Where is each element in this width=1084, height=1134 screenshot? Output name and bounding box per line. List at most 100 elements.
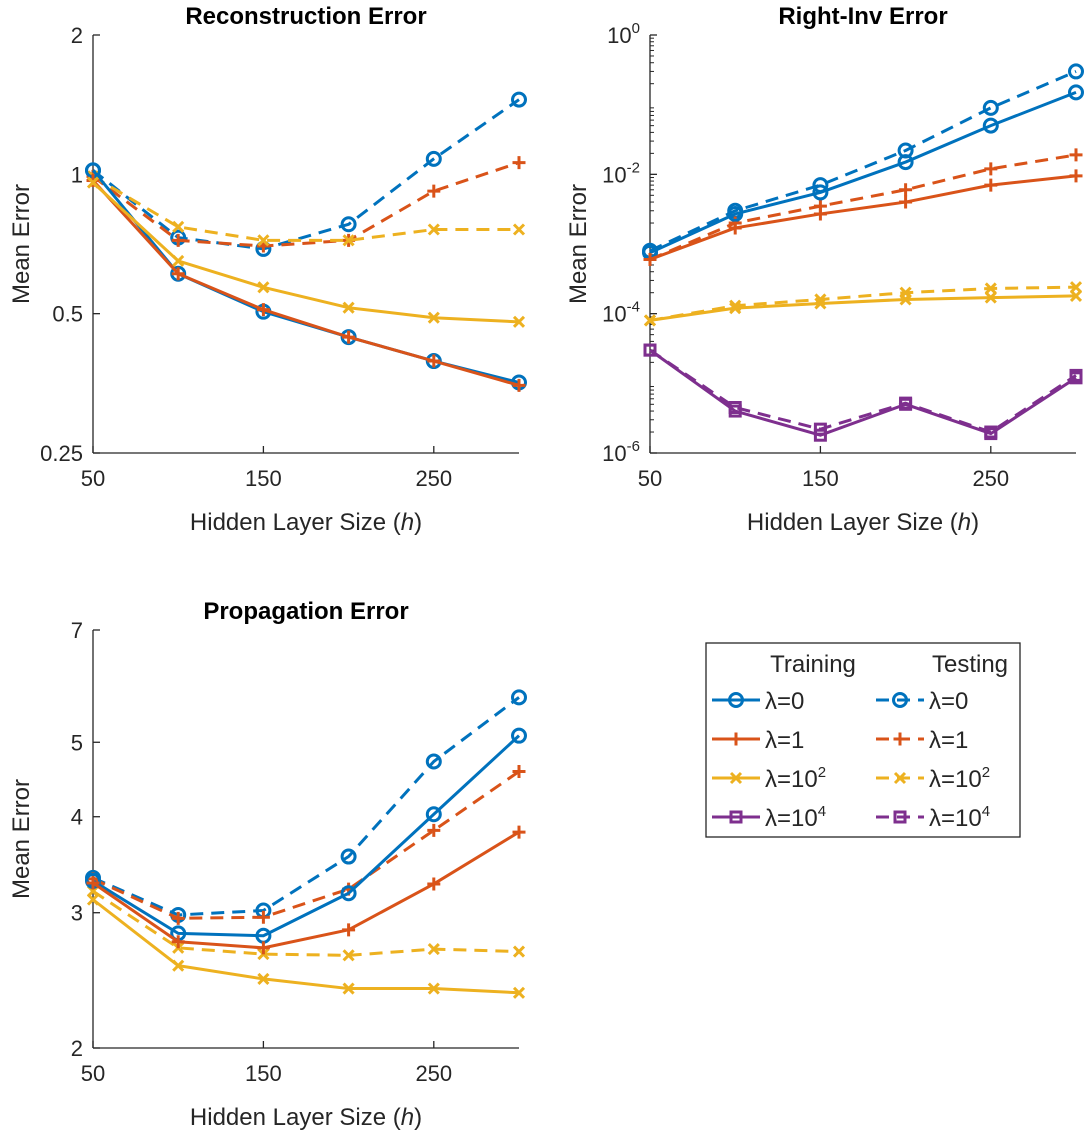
plus-marker (984, 178, 998, 192)
x-marker (257, 234, 270, 247)
circle-marker (812, 184, 829, 201)
series--10-testing (643, 343, 1083, 439)
plus-marker (256, 941, 270, 955)
series-line (92, 175, 519, 242)
chart-panel-1: 50 150 250 0.25 0.5 1 2 Reconstruction Error Hid… (8, 3, 527, 536)
plus-marker (171, 267, 185, 281)
legend-label: λ=104 (765, 803, 826, 832)
series--0-training (85, 162, 527, 391)
y-tick-label: 4 (71, 805, 83, 830)
x-tick-label: 50 (81, 466, 105, 491)
plus-marker (171, 911, 185, 925)
plus-marker (813, 207, 827, 221)
y-tick-label: 10-6 (602, 438, 640, 466)
series-line (649, 174, 1077, 261)
x-marker (814, 297, 827, 310)
x-marker (427, 982, 440, 995)
x-marker (512, 986, 526, 999)
x-marker (984, 291, 997, 304)
series-line (91, 169, 520, 384)
series--0-training (85, 727, 527, 944)
series-line (649, 91, 1077, 255)
plus-marker (899, 183, 913, 197)
x-marker (512, 945, 526, 958)
x-marker (427, 311, 440, 324)
series-line (649, 285, 1077, 322)
legend-label: λ=1 (929, 727, 968, 754)
square-marker (893, 810, 907, 824)
circle-marker (728, 692, 744, 708)
plus-marker (512, 825, 526, 839)
series--10-training (86, 176, 526, 328)
series--10-training (643, 289, 1083, 327)
series--1-training (86, 825, 526, 955)
y-tick-label: 3 (71, 901, 83, 926)
x-marker (172, 254, 185, 267)
circle-marker (340, 848, 357, 865)
plus-marker (899, 195, 913, 209)
legend-label: λ=0 (765, 688, 804, 715)
chart-title: Right-Inv Error (778, 3, 947, 30)
legend-header-training: Training (770, 651, 856, 678)
y-tick-label: 10-2 (602, 159, 640, 187)
legend-label: λ=0 (929, 688, 968, 715)
series-line (649, 153, 1077, 261)
x-marker (512, 315, 526, 328)
circle-marker (340, 216, 357, 233)
circle-marker (727, 205, 744, 222)
series-line (91, 179, 520, 387)
chart-panel-3: 50 150 250 2 3 4 5 7 Propagation Error Hidden Lay… (8, 598, 527, 1131)
y-tick-label: 7 (71, 618, 83, 643)
series--10-training (643, 343, 1083, 442)
x-marker (257, 972, 270, 985)
plus-marker (256, 303, 270, 317)
x-marker (86, 176, 100, 189)
series--0-testing (85, 689, 527, 923)
plus-marker (256, 910, 270, 924)
x-tick-label: 50 (81, 1061, 105, 1086)
y-axis-label: Mean Error (565, 184, 592, 304)
series--1-training (643, 169, 1083, 266)
y-tick-label: 0.25 (40, 441, 83, 466)
circle-marker (425, 806, 442, 823)
plus-marker (728, 221, 742, 235)
circle-marker (511, 689, 527, 706)
series--0-training (642, 84, 1084, 261)
series--0-testing (85, 91, 527, 257)
series-line (649, 70, 1077, 253)
x-marker (427, 943, 440, 956)
series--10-testing (643, 281, 1083, 327)
circle-marker (1068, 63, 1084, 80)
x-tick-label: 150 (245, 466, 282, 491)
plus-marker (1069, 148, 1083, 162)
series-line (92, 898, 520, 995)
x-tick-label: 250 (972, 466, 1009, 491)
y-tick-label: 10-4 (602, 299, 640, 327)
plus-marker (1069, 169, 1083, 183)
x-marker (342, 949, 355, 962)
series--1-training (86, 173, 526, 392)
x-marker (342, 301, 355, 314)
series-line (92, 889, 520, 957)
x-tick-label: 250 (415, 1061, 452, 1086)
x-marker (172, 959, 185, 972)
circle-marker (982, 117, 999, 134)
plus-marker (893, 732, 907, 746)
chart-title: Reconstruction Error (185, 3, 426, 30)
plus-marker (86, 876, 100, 890)
x-marker (893, 771, 907, 785)
y-axis-label: Mean Error (8, 779, 35, 899)
plus-marker (512, 378, 526, 392)
square-marker (728, 404, 742, 418)
series-line (92, 696, 520, 917)
legend-label: λ=102 (929, 764, 990, 793)
plus-marker (171, 935, 185, 949)
plus-marker (512, 765, 526, 779)
square-marker (643, 343, 657, 357)
x-marker (427, 223, 440, 236)
x-marker (342, 234, 355, 247)
plus-marker (342, 330, 356, 344)
series-line (92, 770, 520, 920)
plus-marker (427, 184, 441, 198)
